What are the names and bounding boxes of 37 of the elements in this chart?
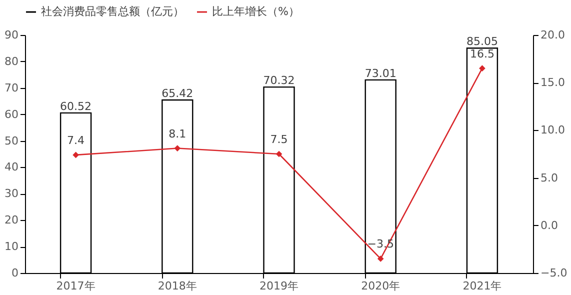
y-tick-label: 80 (4, 54, 18, 68)
y-tick-label: 40 (4, 160, 18, 174)
data-label: 16.5 (470, 47, 494, 60)
y-tick-label: 70 (4, 81, 18, 94)
y2-tick-label: 5.0 (540, 171, 558, 184)
point (479, 65, 486, 72)
x-tick-label: 2020年 (361, 280, 400, 292)
y2-tick-label: 10.0 (540, 124, 565, 137)
data-label: 73.01 (364, 66, 396, 80)
data-label: 60.52 (60, 100, 92, 113)
data-label: 65.42 (162, 87, 194, 100)
y2-tick-label: 15.0 (540, 76, 565, 90)
y-tick-label: 50 (4, 134, 18, 148)
legend-label: 社会消费品零售总额（亿元） (41, 5, 184, 18)
data-label: 7.4 (67, 134, 85, 147)
y-tick-label: 60 (4, 108, 18, 121)
point (276, 150, 282, 158)
data-label: 8.1 (168, 127, 186, 140)
point (377, 256, 384, 262)
y-tick-label: 90 (4, 28, 18, 42)
y-tick-label: 10 (4, 240, 18, 254)
data-label: 70.32 (263, 74, 295, 88)
point (174, 145, 181, 152)
y2-tick-label: 20.0 (540, 28, 565, 42)
x-tick-label: 2017年 (56, 280, 96, 292)
data-label: 7.5 (270, 133, 288, 146)
y-tick-label: 20 (4, 214, 18, 227)
y2-tick-label: −5.0 (540, 266, 568, 280)
x-tick-label: 2018年 (158, 280, 197, 292)
x-tick-label: 2021年 (462, 280, 502, 292)
y2-tick-label: 0.0 (540, 218, 558, 232)
point (72, 152, 79, 158)
y-tick-label: 0 (12, 266, 18, 280)
x-tick-label: 2019年 (260, 280, 298, 292)
legend-label: 比上年增长（%） (212, 5, 300, 18)
y-tick-label: 30 (4, 187, 18, 200)
data-label: 85.05 (466, 35, 498, 48)
